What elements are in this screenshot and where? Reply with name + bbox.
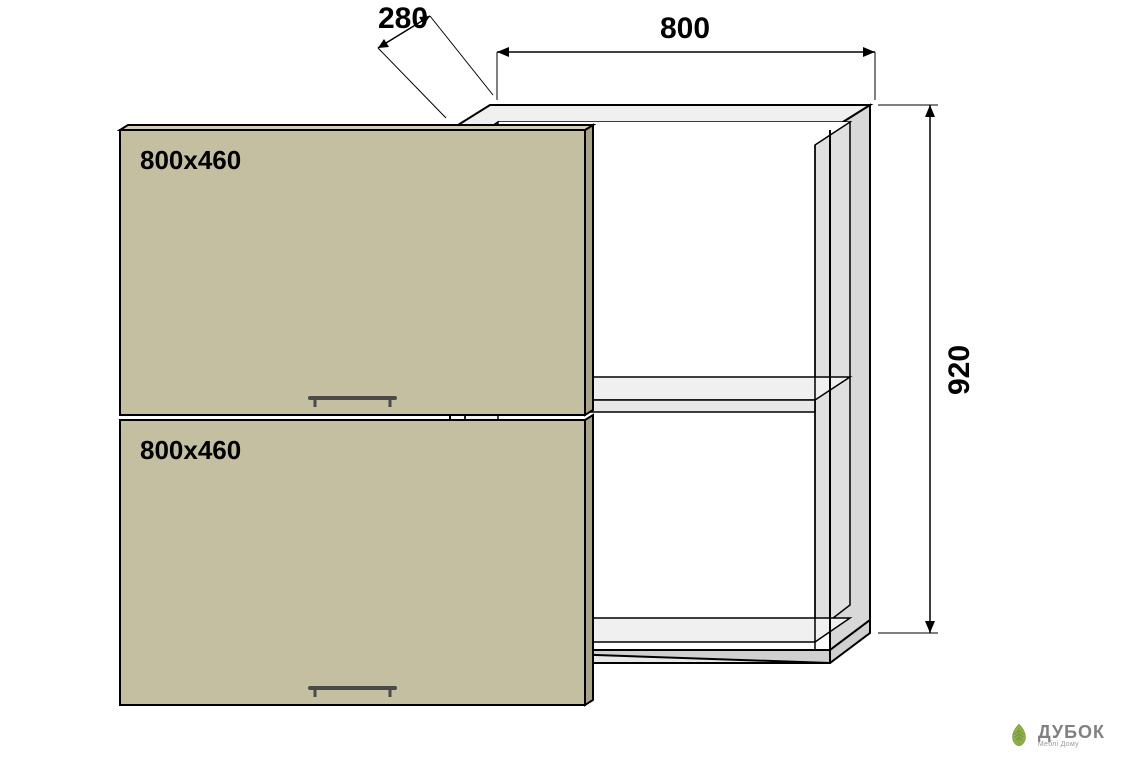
watermark: ДУБОК Меблі Дому xyxy=(1006,722,1105,748)
dimension-height xyxy=(878,105,938,633)
watermark-main-text: ДУБОК xyxy=(1038,723,1105,741)
leaf-icon xyxy=(1006,722,1032,748)
upper-panel-label: 800x460 xyxy=(140,145,241,176)
dimension-width xyxy=(497,47,875,100)
lower-panel-label: 800x460 xyxy=(140,435,241,466)
dimension-width-label: 800 xyxy=(660,12,710,46)
dimension-depth-label: 280 xyxy=(378,2,428,36)
watermark-sub-text: Меблі Дому xyxy=(1038,741,1105,748)
dimension-height-label: 920 xyxy=(943,345,977,395)
